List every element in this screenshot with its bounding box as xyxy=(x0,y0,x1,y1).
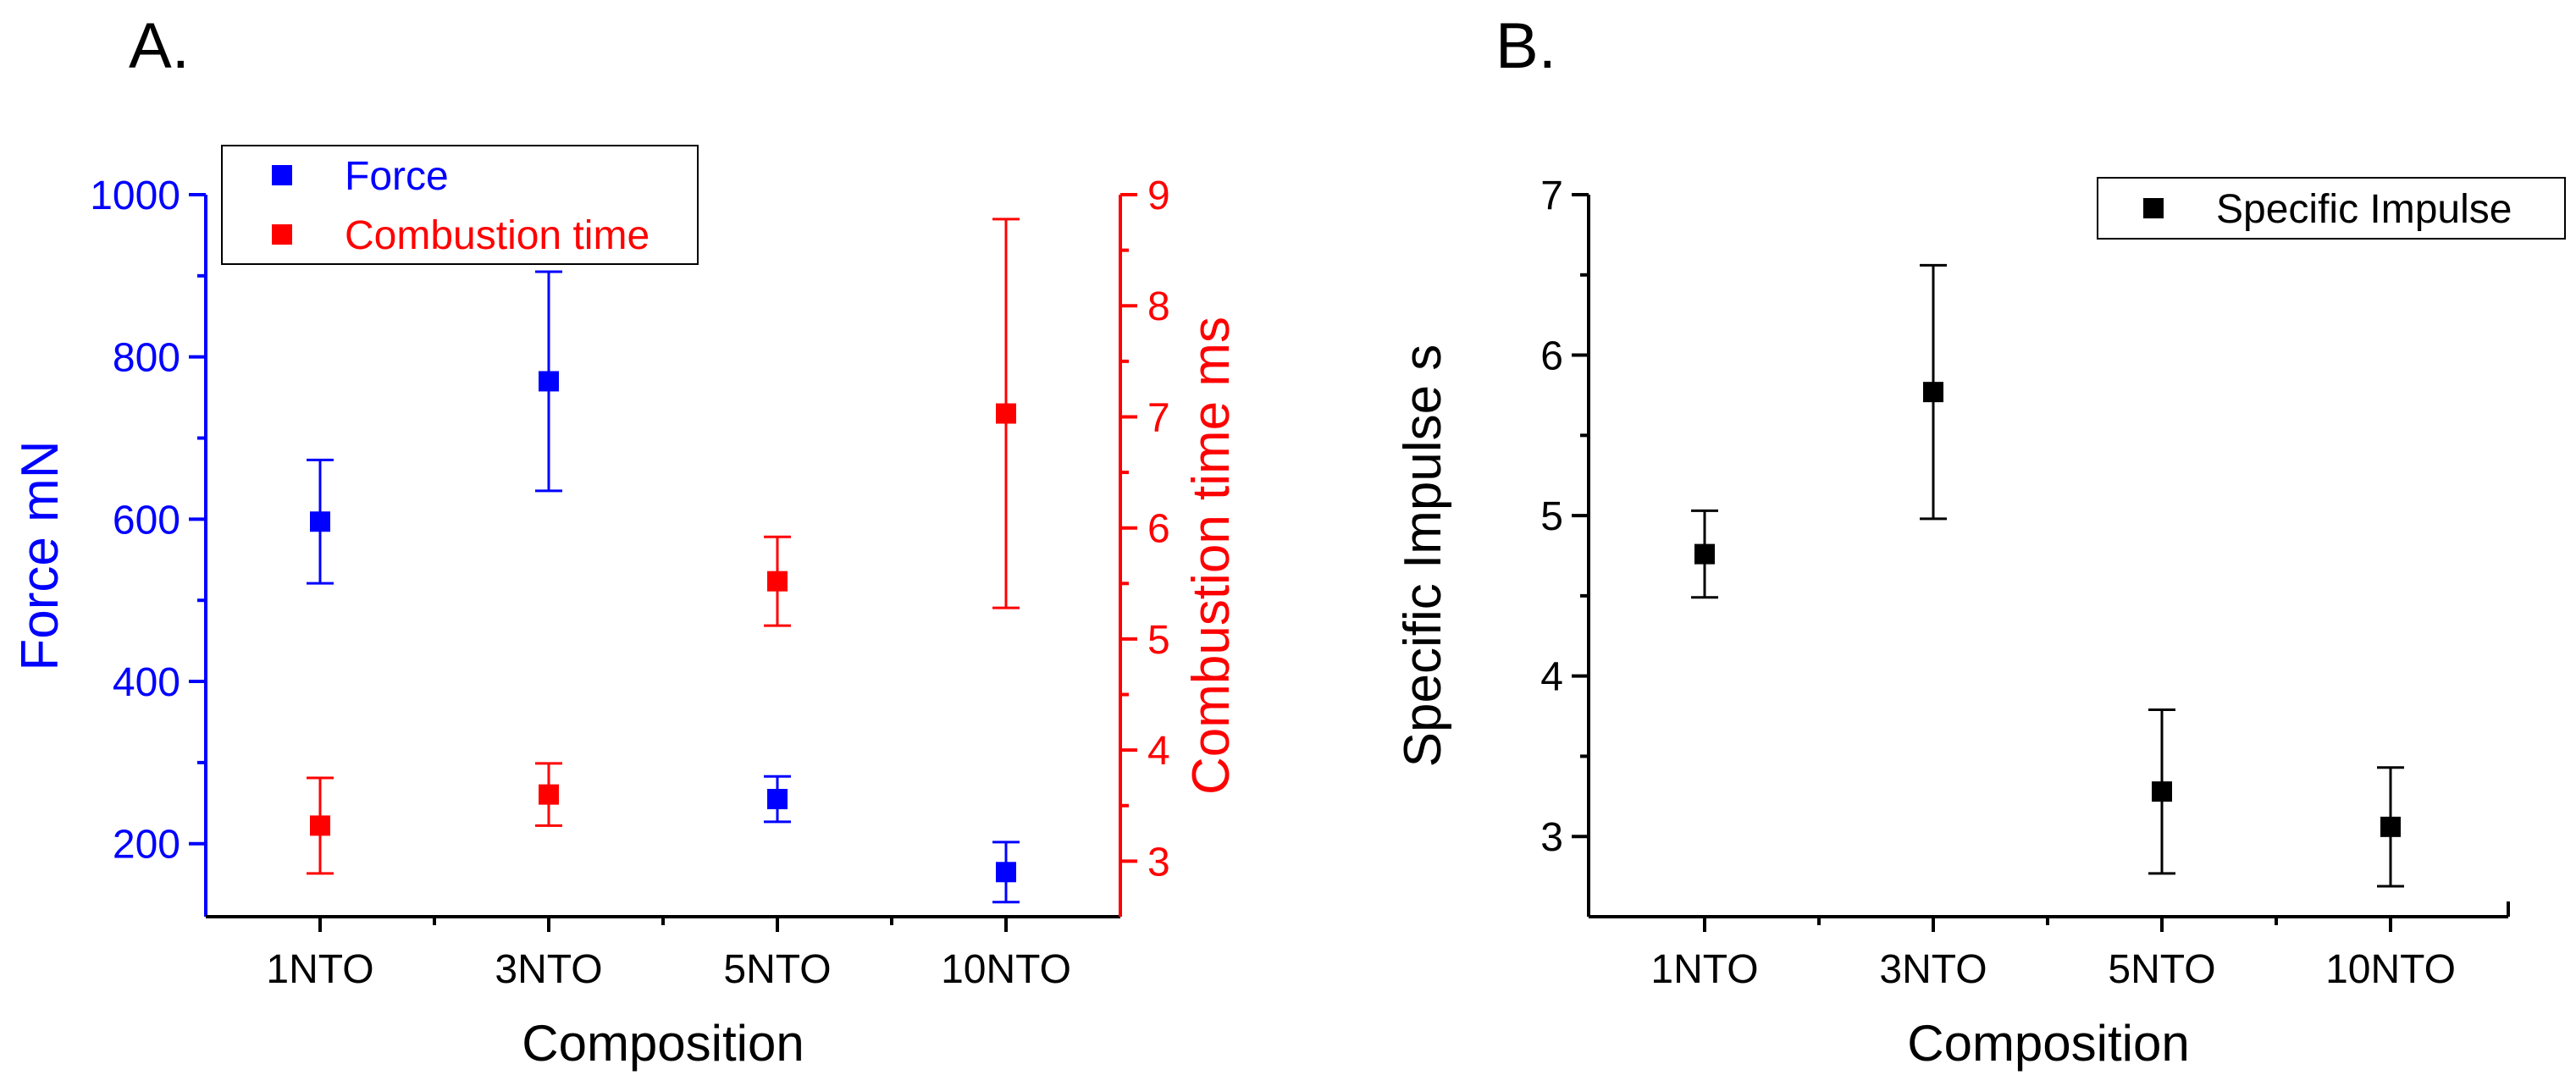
y-tick-label: 400 xyxy=(113,660,180,705)
specific-impulse-point xyxy=(1923,382,1943,403)
x-tick-label-1nto: 1NTO xyxy=(1650,947,1758,992)
legend-marker-force xyxy=(272,165,292,185)
specific-impulse-point xyxy=(1694,543,1715,565)
combustion-time-point xyxy=(539,784,559,805)
x-axis-title: Composition xyxy=(1907,1015,2190,1072)
legend-box xyxy=(2097,177,2566,240)
right-y-tick-label: 5 xyxy=(1147,618,1170,663)
right-y-tick-label: 7 xyxy=(1147,395,1170,440)
y-tick-label: 800 xyxy=(113,336,180,381)
specific-impulse-point xyxy=(2152,781,2172,802)
panel-b-chart: B. 1NTO 3NTO 5NTO 10NTO Composition 3 4 5 6 7 Speci… xyxy=(1394,10,2566,1072)
x-tick-label-10nto: 10NTO xyxy=(2325,947,2456,992)
right-y-tick-label: 9 xyxy=(1147,174,1170,218)
combustion-time-point xyxy=(767,571,788,592)
force-point xyxy=(539,371,559,392)
y-axis-title: Force mN xyxy=(11,440,69,670)
y-tick-label: 4 xyxy=(1540,655,1563,700)
x-axis-title: Composition xyxy=(522,1015,804,1072)
right-y-tick-label: 6 xyxy=(1147,507,1170,552)
x-tick-label-10nto: 10NTO xyxy=(941,947,1071,992)
y-tick-label: 7 xyxy=(1540,174,1563,218)
specific-impulse-point xyxy=(2380,816,2401,837)
x-tick-label-1nto: 1NTO xyxy=(266,947,373,992)
force-point xyxy=(310,511,330,532)
legend-marker-specific-impulse xyxy=(2143,198,2164,218)
y-tick-label: 3 xyxy=(1540,815,1563,860)
force-point xyxy=(996,862,1016,883)
legend-box xyxy=(221,145,699,265)
y-tick-label: 5 xyxy=(1540,494,1563,539)
x-tick-label-5nto: 5NTO xyxy=(723,947,831,992)
legend-label-combustion-time: Combustion time xyxy=(345,213,650,258)
panel-label: A. xyxy=(129,10,190,82)
y-tick-label: 200 xyxy=(113,823,180,868)
combustion-time-point xyxy=(996,403,1016,424)
y-tick-label: 600 xyxy=(113,498,180,543)
x-tick-label-5nto: 5NTO xyxy=(2108,947,2215,992)
right-y-tick-label: 4 xyxy=(1147,729,1170,774)
y-tick-label: 1000 xyxy=(90,174,180,218)
right-y-axis-title: Combustion time ms xyxy=(1182,317,1241,795)
legend-label-specific-impulse: Specific Impulse xyxy=(2216,187,2512,232)
x-tick-label-3nto: 3NTO xyxy=(1879,947,1987,992)
right-y-tick-label: 8 xyxy=(1147,284,1170,329)
combustion-time-point xyxy=(310,815,330,836)
legend-label-force: Force xyxy=(345,154,449,199)
y-axis-title: Specific Impulse s xyxy=(1394,345,1452,768)
panel-label: B. xyxy=(1495,10,1556,82)
force-point xyxy=(767,789,788,810)
x-tick-label-3nto: 3NTO xyxy=(495,947,602,992)
right-y-tick-label: 3 xyxy=(1147,840,1170,885)
panel-a-chart: A. 1NTO 3NTO 5NTO 10NTO Composition 200 400 600 8… xyxy=(11,10,1241,1072)
y-tick-label: 6 xyxy=(1540,334,1563,379)
legend-marker-combustion-time xyxy=(272,224,292,245)
